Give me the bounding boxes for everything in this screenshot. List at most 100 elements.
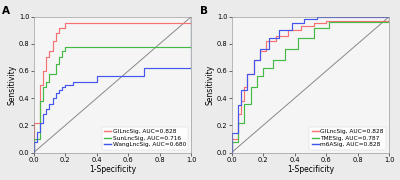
SunLncSig, AUC=0.716 <box>53 63 58 65</box>
m6ASig, AUC=0.828 <box>387 15 392 18</box>
WangLncSig, AUC=0.680 <box>94 75 99 78</box>
WangLncSig, AUC=0.680 <box>71 81 76 83</box>
GILncSig, AUC=0.828 <box>56 26 61 29</box>
m6ASig, AUC=0.828 <box>276 29 281 31</box>
TMESig, AUC=0.787 <box>261 67 266 69</box>
TMESig, AUC=0.787 <box>283 48 288 50</box>
WangLncSig, AUC=0.680 <box>56 89 61 91</box>
Legend: GILncSig, AUC=0.828, TMESig, AUC=0.787, m6ASig, AUC=0.828: GILncSig, AUC=0.828, TMESig, AUC=0.787, … <box>309 127 386 150</box>
WangLncSig, AUC=0.680 <box>60 86 64 88</box>
m6ASig, AUC=0.828 <box>355 15 360 18</box>
Line: GILncSig, AUC=0.828: GILncSig, AUC=0.828 <box>34 17 191 152</box>
m6ASig, AUC=0.828 <box>229 151 234 154</box>
GILncSig, AUC=0.828 <box>239 100 244 102</box>
m6ASig, AUC=0.828 <box>327 15 332 18</box>
SunLncSig, AUC=0.716 <box>31 138 36 140</box>
SunLncSig, AUC=0.716 <box>126 46 131 48</box>
GILncSig, AUC=0.828 <box>118 22 123 24</box>
GILncSig, AUC=0.828 <box>311 22 316 24</box>
Text: B: B <box>200 6 208 16</box>
SunLncSig, AUC=0.716 <box>41 86 46 88</box>
GILncSig, AUC=0.828 <box>258 50 262 52</box>
Line: WangLncSig, AUC=0.680: WangLncSig, AUC=0.680 <box>34 17 191 152</box>
GILncSig, AUC=0.828 <box>286 29 291 31</box>
Legend: GILncSig, AUC=0.828, SunLncSig, AUC=0.716, WangLncSig, AUC=0.680: GILncSig, AUC=0.828, SunLncSig, AUC=0.71… <box>102 127 188 150</box>
GILncSig, AUC=0.828 <box>387 15 392 18</box>
GILncSig, AUC=0.828 <box>63 22 68 24</box>
GILncSig, AUC=0.828 <box>264 40 269 42</box>
m6ASig, AUC=0.828 <box>289 22 294 24</box>
GILncSig, AUC=0.828 <box>41 70 46 72</box>
Line: GILncSig, AUC=0.828: GILncSig, AUC=0.828 <box>232 17 389 152</box>
m6ASig, AUC=0.828 <box>236 104 240 106</box>
Line: SunLncSig, AUC=0.716: SunLncSig, AUC=0.716 <box>34 17 191 152</box>
SunLncSig, AUC=0.716 <box>189 15 194 18</box>
m6ASig, AUC=0.828 <box>245 73 250 75</box>
GILncSig, AUC=0.828 <box>355 20 360 22</box>
TMESig, AUC=0.787 <box>254 75 259 78</box>
SunLncSig, AUC=0.716 <box>66 46 71 48</box>
TMESig, AUC=0.787 <box>327 21 332 23</box>
TMESig, AUC=0.787 <box>296 37 300 39</box>
m6ASig, AUC=0.828 <box>267 37 272 39</box>
WangLncSig, AUC=0.680 <box>53 92 58 94</box>
GILncSig, AUC=0.828 <box>229 138 234 140</box>
GILncSig, AUC=0.828 <box>44 56 49 59</box>
m6ASig, AUC=0.828 <box>327 15 332 18</box>
GILncSig, AUC=0.828 <box>229 151 234 154</box>
GILncSig, AUC=0.828 <box>273 35 278 37</box>
GILncSig, AUC=0.828 <box>324 20 328 22</box>
Y-axis label: Sensitivity: Sensitivity <box>205 64 214 105</box>
Text: A: A <box>2 6 10 16</box>
TMESig, AUC=0.787 <box>242 103 247 105</box>
WangLncSig, AUC=0.680 <box>47 103 52 105</box>
TMESig, AUC=0.787 <box>355 21 360 23</box>
m6ASig, AUC=0.828 <box>251 59 256 61</box>
m6ASig, AUC=0.828 <box>302 18 306 21</box>
SunLncSig, AUC=0.716 <box>44 81 49 83</box>
WangLncSig, AUC=0.680 <box>31 151 36 154</box>
m6ASig, AUC=0.828 <box>229 132 234 135</box>
TMESig, AUC=0.787 <box>229 151 234 154</box>
m6ASig, AUC=0.828 <box>258 48 262 50</box>
TMESig, AUC=0.787 <box>311 26 316 29</box>
m6ASig, AUC=0.828 <box>239 89 244 91</box>
WangLncSig, AUC=0.680 <box>50 97 55 99</box>
TMESig, AUC=0.787 <box>248 86 253 88</box>
GILncSig, AUC=0.828 <box>236 113 240 116</box>
GILncSig, AUC=0.828 <box>189 15 194 18</box>
SunLncSig, AUC=0.716 <box>47 73 52 75</box>
WangLncSig, AUC=0.680 <box>189 15 194 18</box>
SunLncSig, AUC=0.716 <box>38 100 42 102</box>
WangLncSig, AUC=0.680 <box>142 67 146 69</box>
GILncSig, AUC=0.828 <box>47 50 52 52</box>
GILncSig, AUC=0.828 <box>298 25 303 27</box>
SunLncSig, AUC=0.716 <box>56 56 61 59</box>
SunLncSig, AUC=0.716 <box>31 151 36 154</box>
GILncSig, AUC=0.828 <box>38 84 42 86</box>
SunLncSig, AUC=0.716 <box>63 46 68 48</box>
GILncSig, AUC=0.828 <box>242 86 247 88</box>
X-axis label: 1-Specificity: 1-Specificity <box>89 165 136 174</box>
GILncSig, AUC=0.828 <box>53 32 58 34</box>
Y-axis label: Sensitivity: Sensitivity <box>7 64 16 105</box>
m6ASig, AUC=0.828 <box>314 15 319 18</box>
SunLncSig, AUC=0.716 <box>157 46 162 48</box>
GILncSig, AUC=0.828 <box>31 151 36 154</box>
GILncSig, AUC=0.828 <box>47 56 52 59</box>
GILncSig, AUC=0.828 <box>50 40 55 42</box>
Line: m6ASig, AUC=0.828: m6ASig, AUC=0.828 <box>232 17 389 152</box>
GILncSig, AUC=0.828 <box>251 59 256 61</box>
GILncSig, AUC=0.828 <box>245 73 250 75</box>
TMESig, AUC=0.787 <box>270 59 275 61</box>
TMESig, AUC=0.787 <box>236 122 240 124</box>
TMESig, AUC=0.787 <box>387 15 392 18</box>
TMESig, AUC=0.787 <box>229 141 234 143</box>
Line: TMESig, AUC=0.787: TMESig, AUC=0.787 <box>232 17 389 152</box>
SunLncSig, AUC=0.716 <box>60 50 64 52</box>
WangLncSig, AUC=0.680 <box>63 84 68 86</box>
X-axis label: 1-Specificity: 1-Specificity <box>287 165 334 174</box>
WangLncSig, AUC=0.680 <box>31 141 36 143</box>
GILncSig, AUC=0.828 <box>31 122 36 124</box>
WangLncSig, AUC=0.680 <box>38 122 42 124</box>
